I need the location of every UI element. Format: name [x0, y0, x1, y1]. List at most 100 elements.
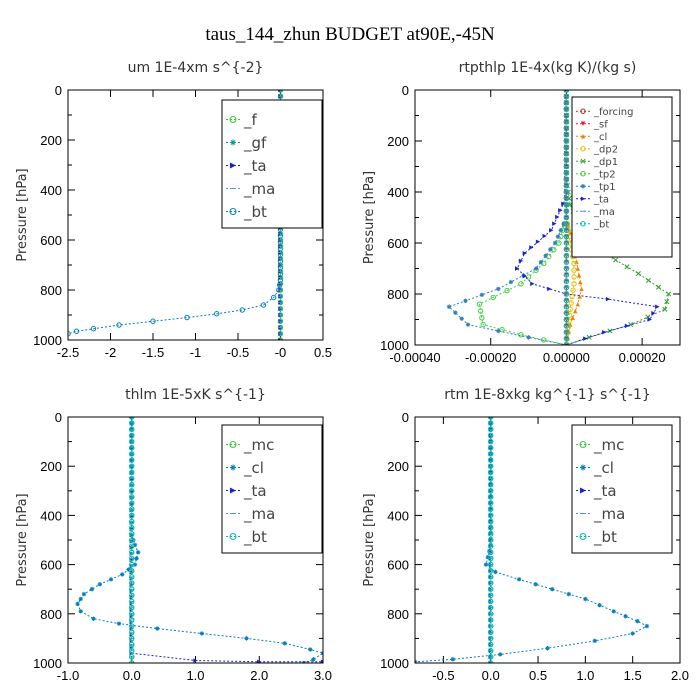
data-point: [579, 286, 584, 292]
data-point: [129, 555, 135, 562]
legend-entry: _ta: [576, 482, 617, 501]
data-point: [518, 258, 524, 264]
legend-marker: [580, 196, 586, 201]
data-point: [132, 562, 138, 567]
legend-marker: [580, 108, 586, 114]
x-tick-label: 3.0: [314, 668, 332, 683]
data-point: [535, 239, 541, 244]
legend-label: _ma: [243, 180, 275, 199]
data-point: [569, 293, 575, 300]
data-point: [576, 273, 582, 278]
data-point: [476, 301, 483, 307]
data-point: [533, 266, 539, 271]
data-point: [129, 623, 135, 629]
legend-entry: _ma: [576, 505, 625, 524]
data-point: [548, 247, 553, 252]
legend-marker: [230, 162, 236, 169]
data-point: [571, 281, 577, 287]
data-point: [586, 334, 592, 340]
data-point: [530, 281, 535, 286]
data-point: [90, 326, 97, 332]
y-tick-label: 400: [387, 508, 409, 523]
data-point: [129, 525, 135, 531]
data-point: [583, 596, 588, 602]
data-point: [545, 646, 550, 651]
data-point: [563, 125, 570, 131]
data-point: [488, 426, 494, 432]
axes-frame: [414, 416, 681, 664]
data-point: [605, 296, 611, 302]
data-point: [116, 322, 122, 328]
y-tick-label: 200: [40, 459, 62, 474]
legend: _forcing_sf _cl_dp2 _dp1_tp2 _tp1_ta _ma_bt: [571, 96, 673, 258]
data-point: [193, 658, 198, 663]
legend-label: _sf: [593, 119, 608, 130]
data-point: [129, 635, 135, 642]
data-point: [75, 601, 80, 607]
data-point: [129, 592, 135, 599]
data-point: [308, 647, 313, 652]
y-tick-label: 1000: [33, 333, 62, 348]
data-point: [563, 163, 570, 170]
legend-entry: _ta: [226, 482, 267, 501]
data-point: [129, 531, 135, 537]
data-point: [504, 287, 510, 294]
data-point: [563, 233, 570, 240]
data-point: [459, 316, 464, 321]
data-point: [129, 598, 135, 605]
data-point: [450, 657, 456, 662]
legend-marker: [229, 533, 237, 540]
data-point: [543, 253, 548, 258]
legend-label: _mc: [593, 436, 624, 455]
data-point: [129, 432, 135, 439]
x-tick-label: 0.5: [314, 345, 332, 360]
data-point: [518, 281, 524, 287]
data-point: [129, 481, 135, 488]
data-point: [271, 294, 277, 301]
axes-frame: [67, 416, 324, 664]
legend-label: _dp2: [593, 144, 618, 155]
data-point: [570, 315, 575, 320]
data-point: [563, 214, 570, 221]
x-tick-label: -2: [105, 345, 117, 360]
data-point: [488, 530, 493, 535]
data-point: [563, 227, 570, 233]
data-point: [214, 311, 220, 317]
x-tick-label: -0.00020: [465, 350, 516, 365]
data-point: [623, 614, 628, 619]
data-point: [563, 329, 570, 335]
series-line: [77, 417, 323, 663]
data-point: [480, 321, 486, 328]
data-point: [564, 90, 569, 93]
legend-label: _dp1: [593, 157, 618, 168]
data-point: [563, 100, 570, 106]
data-point: [516, 577, 522, 582]
data-point: [583, 336, 588, 341]
data-point: [563, 316, 570, 323]
data-point: [546, 253, 552, 260]
data-point: [129, 537, 135, 543]
data-point: [97, 582, 103, 587]
data-point: [563, 131, 570, 138]
data-point: [129, 512, 135, 519]
data-point: [563, 297, 570, 304]
legend-label: _cl: [593, 459, 614, 478]
legend-marker: [580, 464, 586, 471]
x-tick-label: 2.0: [671, 668, 689, 683]
data-point: [488, 518, 494, 525]
legend: _f _gf _ta _ma _bt: [221, 99, 323, 229]
data-point: [488, 629, 494, 635]
legend-label: _ma: [243, 505, 275, 524]
data-point: [611, 609, 616, 614]
data-point: [566, 591, 571, 597]
figure-title: taus_144_zhun BUDGET at90E,-45N: [205, 24, 495, 45]
data-point: [563, 119, 570, 125]
series-tp2: [476, 90, 570, 345]
data-point: [184, 314, 190, 321]
series-bt: [563, 90, 570, 345]
data-point: [126, 567, 131, 572]
legend-entry: _forcing: [576, 107, 634, 118]
x-tick-label: -1.0: [57, 668, 79, 683]
y-tick-label: 200: [40, 133, 62, 148]
